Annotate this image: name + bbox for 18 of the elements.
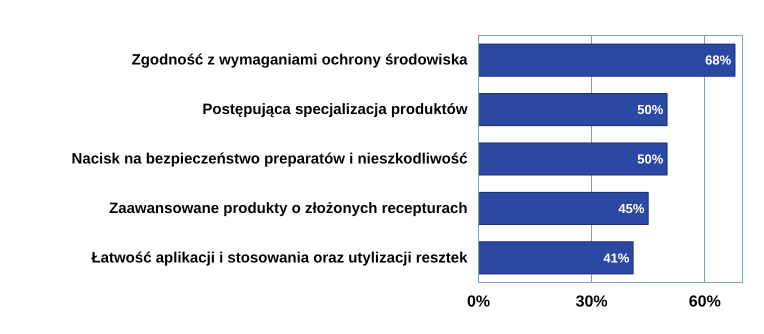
y-tick-label: Łatwość aplikacji i stosowania oraz utylizacji resztek <box>92 249 468 266</box>
x-tick-label: 30% <box>576 294 608 310</box>
data-label: 50% <box>637 102 664 118</box>
bar <box>478 93 668 126</box>
bar <box>478 241 634 274</box>
x-tick-label: 60% <box>688 294 721 310</box>
y-tick-label: Nacisk na bezpieczeństwo preparatów i nieszkodliwość <box>72 150 468 168</box>
data-label: 68% <box>705 52 732 68</box>
y-tick-label: Zaawansowane produkty o złożonych recepturach <box>109 200 468 217</box>
bar <box>478 192 649 225</box>
bar <box>478 142 668 176</box>
data-label: 41% <box>603 250 630 266</box>
bar <box>478 44 736 77</box>
y-tick-label: Zgodność z wymaganiami ochrony środowiska <box>132 52 468 69</box>
data-label: 45% <box>618 200 645 216</box>
data-label: 50% <box>637 152 664 166</box>
x-tick-label: 0% <box>466 294 490 310</box>
y-tick-label: Postępująca specjalizacja produktów <box>202 101 468 118</box>
